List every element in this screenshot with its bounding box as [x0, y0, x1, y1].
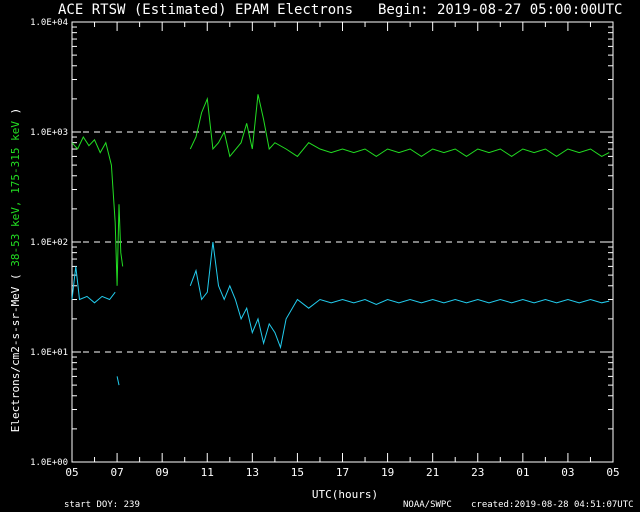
- x-tick-label: 19: [381, 466, 394, 479]
- chart-title: ACE RTSW (Estimated) EPAM Electrons: [58, 2, 354, 18]
- series-low-energy: [71, 94, 610, 286]
- begin-time: Begin: 2019-08-27 05:00:00UTC: [378, 2, 623, 18]
- series-line: [71, 135, 124, 286]
- y-axis-label: Electrons/cm2-s-sr-MeV ( 38-53 keV, 175-…: [9, 108, 22, 433]
- series-line: [189, 94, 610, 158]
- x-axis-label: UTC(hours): [312, 488, 378, 501]
- start-doy: start DOY: 239: [64, 500, 140, 510]
- x-tick-label: 03: [561, 466, 574, 479]
- x-tick-label: 01: [516, 466, 529, 479]
- x-tick-label: 11: [201, 466, 214, 479]
- x-tick-label: 13: [246, 466, 259, 479]
- reference-lines: [72, 131, 613, 353]
- x-tick-labels: 05 07 09 11 13 15 17 19 21 23 01 03 05: [65, 466, 619, 479]
- x-tick-label: 09: [156, 466, 169, 479]
- y-axis-label-series-a: 38-53 keV,: [9, 200, 22, 266]
- series-line: [116, 376, 120, 386]
- y-tick-label: 1.0E+00: [30, 458, 68, 468]
- x-tick-label: 07: [110, 466, 123, 479]
- y-tick-labels: 1.0E+00 1.0E+01 1.0E+02 1.0E+03 1.0E+04: [30, 18, 68, 468]
- x-tick-label: 21: [426, 466, 439, 479]
- created-time: created:2019-08-28 04:51:07UTC: [471, 500, 634, 510]
- y-axis-label-series-b: 175-315 keV: [9, 121, 22, 194]
- source-label: NOAA/SWPC: [403, 500, 452, 510]
- x-tick-label: 15: [291, 466, 304, 479]
- series-high-energy: [71, 241, 610, 386]
- series-line: [71, 266, 116, 304]
- y-axis-label-units: Electrons/cm2-s-sr-MeV: [9, 286, 22, 432]
- y-tick-label: 1.0E+03: [30, 128, 68, 138]
- data-series: [71, 94, 610, 386]
- x-tick-label: 05: [606, 466, 619, 479]
- x-tick-label: 05: [65, 466, 78, 479]
- series-line: [189, 241, 610, 350]
- y-tick-label: 1.0E+01: [30, 348, 68, 358]
- x-tick-label: 23: [471, 466, 484, 479]
- y-tick-label: 1.0E+02: [30, 238, 68, 248]
- y-tick-label: 1.0E+04: [30, 18, 68, 28]
- x-tick-label: 17: [336, 466, 349, 479]
